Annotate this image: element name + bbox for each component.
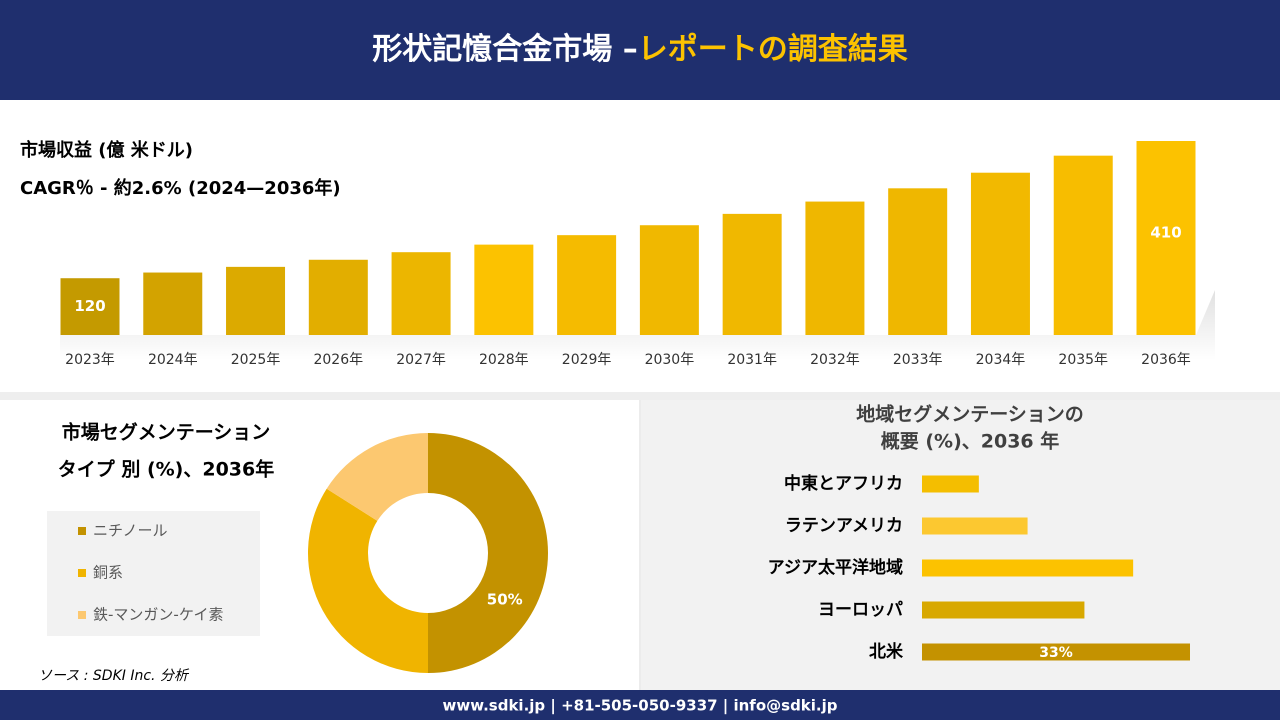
bar: [60, 278, 120, 335]
bar: [970, 172, 1030, 335]
bar: [922, 475, 979, 493]
bar: [922, 643, 1190, 661]
donut-segment: [326, 433, 428, 521]
bar: [308, 259, 368, 335]
bar: [922, 601, 1085, 619]
chart-title: 市場収益 (億 米ドル): [20, 139, 193, 161]
chart-title: タイプ 別 (%)、2036年: [58, 458, 275, 481]
legend-swatch: [78, 569, 86, 577]
x-tick-label: 2033年: [893, 352, 943, 368]
x-tick-label: 2026年: [313, 352, 363, 368]
source: ソース : SDKI Inc. 分析: [38, 668, 190, 684]
bar: [391, 252, 451, 335]
y-tick-label: ラテンアメリカ: [785, 516, 903, 536]
chart-title: 地域セグメンテーションの: [856, 403, 1084, 426]
x-tick-label: 2027年: [396, 352, 446, 368]
bar: [474, 244, 534, 335]
donut-segment: [308, 488, 428, 673]
x-tick-label: 2035年: [1058, 352, 1108, 368]
bar-shadow: [60, 290, 1215, 360]
chart-title: 市場セグメンテーション: [62, 421, 271, 444]
x-tick-label: 2024年: [148, 352, 198, 368]
y-tick-label: 北米: [869, 641, 904, 662]
bar: [557, 235, 617, 335]
bar: [805, 201, 865, 335]
bar: [722, 213, 782, 335]
chart-title: 概要 (%)、2036 年: [881, 430, 1060, 453]
legend-label: 鉄-マンガン-ケイ素: [93, 606, 224, 624]
donut-segment: [428, 433, 548, 673]
title-main: 形状記憶合金市場 –: [372, 32, 637, 67]
x-tick-label: 2029年: [562, 352, 612, 368]
x-tick-label: 2036年: [1141, 352, 1191, 368]
bar: [226, 266, 286, 335]
x-tick-label: 2023年: [65, 352, 115, 368]
legend-swatch: [78, 527, 86, 535]
header-bar: [0, 0, 1280, 100]
legend-swatch: [78, 611, 86, 619]
bar: [143, 272, 203, 335]
footer: www.sdki.jp | +81-505-050-9337 | info@sd…: [442, 697, 837, 716]
value-label: 410: [1150, 224, 1181, 242]
x-tick-label: 2025年: [231, 352, 281, 368]
bar: [1136, 141, 1196, 335]
y-tick-label: 中東とアフリカ: [784, 473, 903, 494]
title-accent: レポートの調査結果: [638, 32, 908, 67]
value-label: 120: [74, 297, 105, 315]
bar: [922, 559, 1134, 577]
x-tick-label: 2030年: [645, 352, 695, 368]
footer-bar: [0, 690, 1280, 720]
x-tick-label: 2032年: [810, 352, 860, 368]
divider: [0, 392, 1280, 400]
bar: [1053, 155, 1113, 335]
bar: [922, 517, 1028, 535]
legend-label: 銅系: [93, 564, 123, 582]
header-title: 形状記憶合金市場 –レポートの調査結果: [372, 32, 907, 67]
x-tick-label: 2028年: [479, 352, 529, 368]
bar: [639, 225, 699, 335]
y-tick-label: ヨーロッパ: [818, 600, 903, 620]
x-tick-label: 2034年: [976, 352, 1026, 368]
x-tick-label: 2031年: [727, 352, 777, 368]
y-tick-label: アジア太平洋地域: [768, 557, 903, 578]
value-label: 33%: [1039, 645, 1073, 661]
region-panel: [641, 400, 1280, 690]
value-label: 50%: [487, 591, 523, 609]
legend-label: ニチノール: [93, 522, 168, 540]
chart-subtitle: CAGR％ - 約2.6% (2024—2036年): [20, 177, 341, 199]
bar: [888, 188, 948, 335]
